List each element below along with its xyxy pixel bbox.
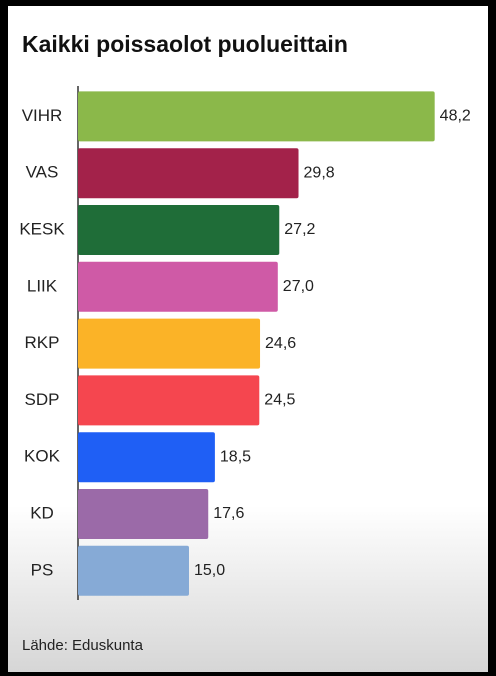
category-label: RKP xyxy=(25,333,60,352)
value-label: 29,8 xyxy=(304,164,335,181)
chart-title: Kaikki poissaolot puolueittain xyxy=(22,31,348,57)
category-label: LIIK xyxy=(27,276,58,295)
bar xyxy=(78,489,209,539)
category-label: KOK xyxy=(24,447,61,466)
source: Lähde: Eduskunta xyxy=(22,637,144,654)
category-label: SDP xyxy=(25,390,60,409)
category-label: KESK xyxy=(19,219,65,238)
bar xyxy=(78,148,299,199)
bar xyxy=(78,318,261,369)
value-label: 15,0 xyxy=(194,562,225,579)
bar xyxy=(78,91,435,142)
bar xyxy=(78,432,215,483)
value-label: 48,2 xyxy=(440,108,471,125)
value-label: 24,6 xyxy=(265,335,296,352)
value-label: 27,0 xyxy=(283,278,314,295)
category-label: PS xyxy=(31,560,54,579)
value-label: 17,6 xyxy=(213,505,244,522)
category-label: KD xyxy=(30,503,54,522)
value-label: 24,5 xyxy=(264,392,295,409)
bar xyxy=(78,375,260,426)
value-label: 27,2 xyxy=(284,221,315,238)
bar xyxy=(78,205,280,255)
category-label: VAS xyxy=(26,163,59,182)
category-label: VIHR xyxy=(22,106,63,125)
value-label: 18,5 xyxy=(220,448,251,465)
bar xyxy=(78,545,189,596)
bar xyxy=(78,261,278,312)
